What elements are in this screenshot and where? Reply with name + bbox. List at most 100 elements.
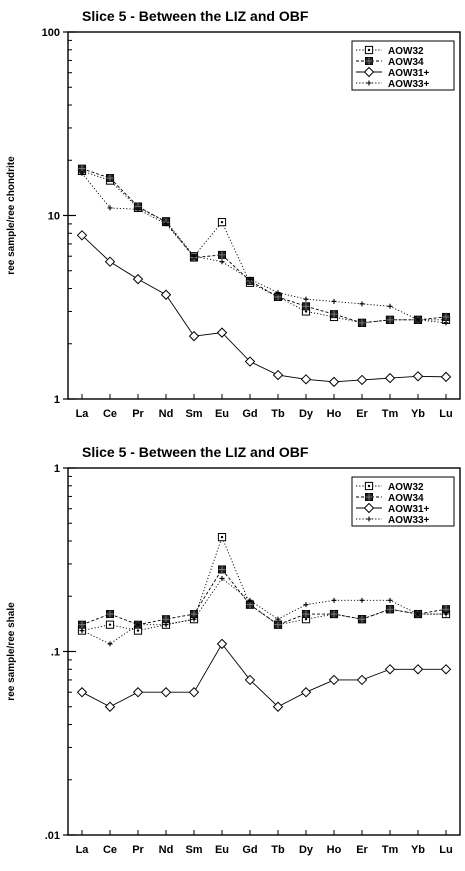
marker-dot: [136, 629, 140, 632]
marker-diamond: [363, 66, 375, 78]
marker-diamond: [216, 638, 228, 650]
marker-dot: [220, 220, 224, 224]
marker-plus: [191, 253, 197, 259]
x-tick-label: Pr: [132, 844, 144, 856]
marker-cross: [358, 319, 366, 327]
chart-title: Slice 5 - Between the LIZ and OBF: [82, 8, 309, 24]
marker-cross: [330, 310, 338, 318]
marker-plus: [303, 296, 309, 302]
chart-panel-bottom: Slice 5 - Between the LIZ and OBF ree sam…: [0, 436, 465, 871]
marker-plus: [415, 611, 421, 617]
marker-diamond: [356, 674, 368, 686]
marker-plus: [331, 298, 337, 304]
legend-label: AOW32: [388, 482, 424, 493]
x-tick-label: Er: [356, 408, 368, 420]
marker-plus: [135, 206, 141, 212]
marker-plus: [359, 597, 365, 603]
chart-bottom: Slice 5 - Between the LIZ and OBF ree sam…: [6, 444, 461, 856]
x-tick-label: Ce: [103, 408, 117, 420]
marker-plus: [191, 616, 197, 622]
y-tick-label: 1: [54, 463, 60, 475]
marker-cross: [106, 610, 114, 618]
marker-diamond: [188, 687, 200, 698]
series-line: [81, 234, 447, 383]
chart-panel-top: Slice 5 - Between the LIZ and OBF ree sam…: [0, 0, 465, 435]
series-aow32: [77, 533, 451, 635]
marker-plus: [275, 290, 281, 296]
legend-label: AOW31+: [388, 504, 430, 515]
marker-plus: [366, 80, 372, 86]
marker-plus: [219, 259, 225, 265]
series-line: [81, 170, 446, 324]
series-aow31-: [76, 230, 452, 388]
x-tick-label: Gd: [242, 844, 257, 856]
marker-cross: [78, 621, 86, 629]
marker-cross: [442, 313, 450, 321]
marker-diamond: [272, 369, 284, 381]
marker-plus: [387, 303, 393, 309]
marker-diamond: [440, 664, 452, 675]
marker-plus: [79, 170, 85, 176]
marker-diamond: [328, 376, 340, 388]
marker-diamond: [160, 687, 172, 698]
marker-plus: [387, 597, 393, 603]
marker-cross: [386, 316, 394, 324]
marker-dot: [304, 310, 308, 313]
marker-plus: [107, 641, 113, 647]
x-tick-label: Tm: [382, 844, 399, 856]
series-line: [81, 172, 447, 324]
marker-plus: [107, 205, 113, 211]
marker-cross: [365, 57, 373, 65]
y-tick-label: .01: [45, 830, 60, 842]
x-tick-label: Dy: [299, 408, 314, 420]
y-tick-label: .1: [51, 647, 60, 659]
chart-title: Slice 5 - Between the LIZ and OBF: [82, 444, 309, 460]
x-tick-label: Nd: [159, 408, 174, 420]
marker-plus: [135, 622, 141, 628]
marker-plus: [247, 276, 253, 282]
marker-plus: [359, 301, 365, 307]
marker-cross: [365, 493, 373, 501]
marker-diamond: [132, 273, 144, 285]
marker-plus: [415, 317, 421, 323]
marker-diamond: [244, 674, 256, 686]
marker-diamond: [300, 687, 312, 698]
marker-diamond: [300, 374, 312, 385]
x-tick-label: La: [76, 408, 90, 420]
marker-diamond: [104, 256, 116, 267]
x-tick-label: Pr: [132, 408, 144, 420]
marker-diamond: [160, 289, 172, 300]
marker-diamond: [132, 687, 144, 698]
x-tick-label: Tm: [382, 408, 399, 420]
marker-plus: [331, 597, 337, 603]
series-line: [81, 568, 447, 626]
series-line: [81, 535, 446, 632]
x-tick-label: Lu: [439, 408, 452, 420]
series-aow33-: [79, 170, 449, 326]
series-aow31-: [76, 638, 452, 712]
series-aow34: [78, 164, 450, 327]
x-tick-label: Ho: [327, 408, 342, 420]
marker-diamond: [76, 230, 88, 241]
x-tick-label: Dy: [299, 844, 314, 856]
marker-diamond: [328, 674, 340, 686]
marker-plus: [247, 597, 253, 603]
marker-dot: [108, 623, 112, 626]
marker-plus: [443, 611, 449, 617]
marker-cross: [218, 251, 226, 259]
x-tick-label: Tb: [271, 844, 285, 856]
y-tick-label: 10: [48, 211, 60, 223]
marker-diamond: [384, 372, 396, 384]
marker-plus: [275, 616, 281, 622]
marker-plus: [163, 221, 169, 227]
marker-diamond: [356, 374, 368, 386]
marker-diamond: [244, 356, 256, 367]
marker-dot: [367, 484, 371, 488]
marker-cross: [162, 615, 170, 623]
marker-dot: [220, 535, 224, 539]
x-tick-label: Sm: [185, 844, 202, 856]
legend-label: AOW31+: [388, 68, 430, 79]
x-tick-label: Sm: [185, 408, 202, 420]
marker-cross: [358, 615, 366, 623]
